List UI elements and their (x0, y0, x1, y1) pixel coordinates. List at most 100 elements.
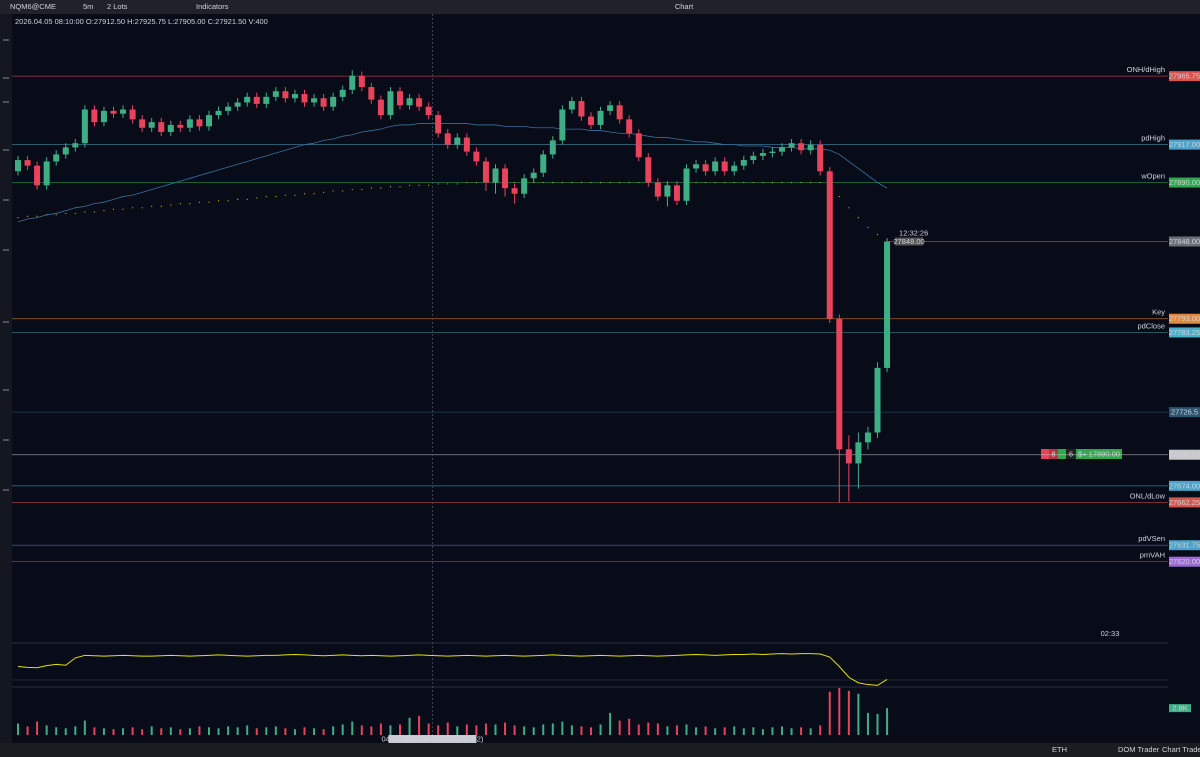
price-label: 27917.00 (1169, 140, 1200, 149)
dom-trader[interactable]: DOM Trader (1118, 745, 1160, 754)
candle-body (750, 155, 757, 161)
volume-bar (723, 727, 726, 735)
vwap-dot (151, 205, 153, 207)
vwap-dot (810, 181, 812, 184)
volume-bar (704, 726, 707, 735)
volume-bar (685, 724, 688, 735)
volume-bar (590, 727, 592, 735)
volume-bar (618, 720, 621, 735)
vwap-dot (160, 205, 162, 207)
chart-trader[interactable]: Chart Trader (1162, 745, 1200, 754)
candle-body (482, 161, 489, 183)
volume-bar (284, 728, 287, 735)
vwap-dot (408, 184, 411, 186)
volume-bar (293, 729, 296, 735)
volume-bar (465, 724, 468, 735)
volume-bar (341, 724, 344, 735)
volume-bar (17, 723, 19, 735)
candle-body (759, 153, 766, 156)
vwap-dot (246, 198, 248, 200)
vwap-dot (170, 204, 172, 206)
candle-body (845, 449, 852, 464)
volume-bar (456, 726, 459, 735)
volume-bar (370, 726, 373, 735)
candle-body (444, 133, 451, 145)
order-quantity: 8 (1051, 449, 1055, 458)
candle-body (81, 109, 88, 144)
candle-body (769, 151, 776, 154)
vwap-dot (189, 202, 191, 205)
interval[interactable]: 5m (83, 2, 93, 11)
price-label: 27890.00 (1169, 178, 1200, 187)
volume-bar (599, 724, 602, 735)
volume-bar (580, 726, 583, 735)
volume-tick-label: 2.8K (1172, 704, 1187, 713)
vwap-dot (74, 212, 76, 215)
volume-bar (36, 721, 39, 735)
candle-body (186, 119, 193, 128)
vwap-dot (552, 181, 554, 184)
level-name: pdVSen (1138, 534, 1165, 543)
volume-bar (838, 687, 841, 735)
vwap-dot (179, 202, 181, 205)
vwap-dot (800, 181, 802, 184)
volume-bar (418, 715, 421, 735)
candle-body (874, 367, 881, 433)
candle-body (731, 165, 738, 172)
candle-body (425, 106, 432, 116)
volume-bar (609, 712, 612, 735)
vwap-dot (838, 195, 840, 198)
vwap-dot (418, 184, 420, 186)
vwap-dot (752, 181, 754, 184)
volume-bar (542, 724, 545, 735)
vwap-dot (36, 215, 38, 217)
candle-body (521, 178, 528, 194)
volume-bar (427, 723, 430, 735)
vwap-dot (599, 181, 602, 184)
volume-bar (656, 723, 659, 735)
order-cancel[interactable] (1041, 449, 1049, 459)
session[interactable]: ETH (1052, 745, 1067, 754)
price-label: 27674.00 (1169, 481, 1200, 490)
vwap-dot (389, 186, 392, 188)
volume-bar (255, 728, 258, 735)
price-label: 27620.00 (1169, 557, 1200, 566)
candle-body (673, 185, 680, 201)
vwap-dot (561, 181, 563, 184)
price-box (1169, 540, 1200, 551)
vwap-dot (122, 208, 124, 210)
volume-bar (790, 728, 793, 735)
candle-body (463, 137, 470, 152)
order-close[interactable] (1058, 449, 1066, 459)
vwap-dot (475, 181, 477, 184)
symbol[interactable]: NQM6@CME (10, 2, 56, 11)
volume-bar (866, 712, 869, 735)
vwap-dot (65, 212, 67, 215)
volume-bar (781, 726, 783, 735)
vwap-dot (743, 181, 745, 184)
volume-bar (475, 725, 478, 735)
volume-bar (570, 725, 573, 735)
drawing-tools[interactable] (0, 14, 12, 743)
vwap-dot (361, 188, 363, 191)
candle-body (740, 160, 747, 166)
price-label: 27965.75 (1169, 72, 1200, 81)
volume-bar (800, 727, 803, 735)
vwap-dot (265, 195, 267, 198)
candle-body (139, 119, 146, 128)
volume-bar (131, 727, 134, 735)
candle-body (779, 147, 785, 152)
lots[interactable]: 2 Lots (107, 2, 128, 11)
candle-body (492, 168, 499, 183)
indicators-button[interactable]: Indicators (196, 2, 229, 11)
volume-bar (408, 717, 411, 735)
toolbar (0, 0, 1200, 14)
price-box (1169, 313, 1200, 324)
price-box (1169, 480, 1200, 491)
volume-bar (93, 727, 96, 735)
candle-body (272, 91, 279, 97)
candle-body (311, 98, 318, 103)
volume-bar (742, 728, 745, 735)
price-label: 27631.75 (1169, 541, 1200, 550)
